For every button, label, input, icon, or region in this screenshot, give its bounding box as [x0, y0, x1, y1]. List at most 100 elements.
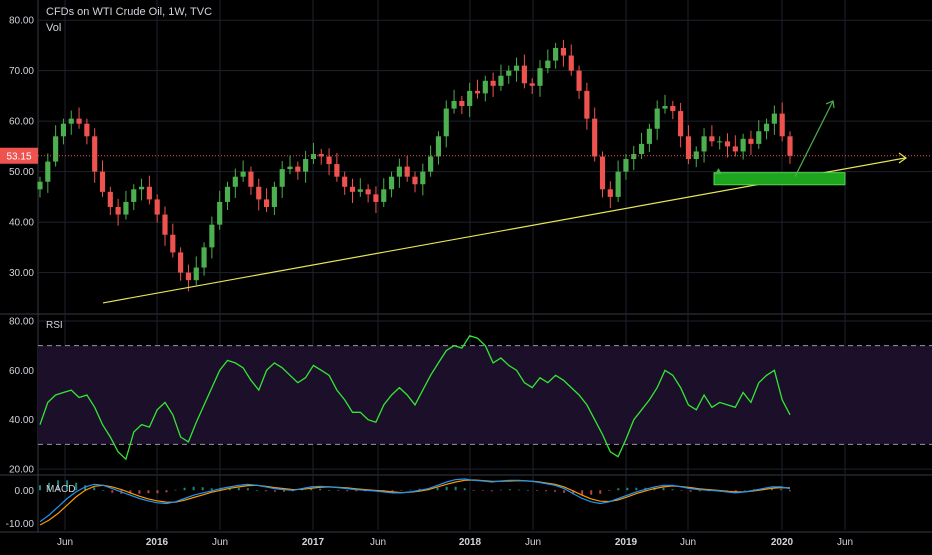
rsi-line: [39, 335, 791, 461]
candle-body: [654, 108, 660, 129]
macd-histogram-bar: [228, 488, 231, 491]
candle-body: [670, 106, 676, 112]
macd-histogram-bar: [698, 490, 701, 492]
candle-body: [545, 60, 551, 69]
rsi-tick-label: 40.00: [9, 415, 34, 426]
macd-histogram-bar: [138, 490, 141, 494]
candle-body: [459, 100, 465, 107]
macd-histogram-bar: [156, 490, 159, 494]
candle-body: [529, 83, 535, 86]
macd-histogram-bar: [626, 487, 629, 491]
macd-histogram-bar: [789, 490, 791, 492]
candle-body: [224, 186, 231, 202]
candle-body: [271, 186, 277, 207]
macd-histogram-bar: [779, 489, 782, 491]
macd-histogram-bar: [581, 490, 584, 496]
candle-body: [37, 181, 43, 190]
price-tick-label: 30.00: [9, 268, 34, 279]
macd-histogram-bar: [689, 490, 692, 492]
x-tick-label: Jun: [212, 537, 228, 548]
macd-histogram-bar: [743, 490, 746, 491]
macd-histogram-bar: [264, 490, 267, 492]
candle-body: [732, 146, 738, 152]
candle-body: [388, 176, 395, 190]
candle-body: [107, 191, 113, 207]
candle-body: [638, 143, 645, 154]
macd-label: MACD: [46, 484, 76, 495]
candle-body: [303, 159, 309, 172]
macd-histogram-bar: [563, 490, 566, 493]
candle-body: [318, 153, 324, 157]
price-tick-label: 60.00: [9, 117, 34, 128]
macd-histogram-bar: [255, 490, 258, 491]
candle-body: [428, 156, 434, 172]
candle-body: [631, 153, 637, 160]
candle-body: [646, 128, 652, 144]
support-zone-box: [713, 172, 846, 186]
candle-body: [717, 141, 723, 143]
rsi-band-layer: [38, 345, 932, 445]
signal-marker: [715, 168, 722, 175]
macd-histogram-bar: [490, 490, 493, 492]
candle-body: [396, 166, 402, 177]
macd-histogram-bar: [617, 488, 620, 491]
candle-body: [662, 106, 668, 109]
candle-body: [412, 176, 418, 185]
macd-histogram-bar: [554, 490, 557, 492]
macd-histogram-bar: [246, 488, 249, 491]
candle-body: [349, 186, 356, 192]
candle-body: [521, 65, 527, 84]
candle-body: [607, 189, 613, 197]
candle-body: [506, 70, 512, 76]
x-tick-label: 2020: [771, 537, 794, 548]
macd-histogram-bar: [355, 490, 358, 492]
candle-body: [451, 100, 457, 109]
macd-histogram-bar: [174, 489, 177, 491]
candle-body: [467, 90, 473, 107]
candle-body: [162, 214, 168, 235]
candle-body: [724, 141, 731, 147]
candle-body: [779, 113, 785, 137]
macd-histogram-bar: [770, 488, 773, 491]
macd-histogram-bar: [517, 489, 520, 491]
candle-body: [256, 186, 262, 200]
macd-histogram-bar: [48, 482, 51, 491]
candle-body: [99, 171, 106, 192]
macd-histogram-bar: [454, 486, 457, 491]
candle-body: [209, 224, 215, 248]
macd-tick-label: 0.00: [15, 486, 35, 497]
macd-histogram-bar: [129, 490, 132, 494]
macd-histogram-bar: [481, 490, 484, 491]
macd-histogram-bar: [183, 487, 186, 491]
macd-layer: [39, 478, 791, 526]
last-price-badge: [0, 147, 38, 164]
macd-histogram-bar: [472, 490, 475, 491]
macd-histogram-bar: [39, 485, 41, 491]
macd-histogram-bar: [391, 490, 394, 492]
candle-body: [756, 131, 762, 144]
candle-body: [287, 166, 293, 170]
macd-histogram-bar: [635, 487, 638, 491]
candle-body: [357, 189, 363, 192]
candle-body: [537, 68, 543, 86]
drawing-layer: [38, 100, 932, 304]
macd-histogram-bar: [734, 490, 737, 492]
rsi-tick-label: 20.00: [9, 465, 34, 476]
projection-arrow: [794, 100, 834, 177]
candle-body: [232, 176, 238, 187]
macd-histogram-bar: [535, 490, 538, 491]
x-tick-label: Jun: [370, 537, 386, 548]
candle-body: [279, 169, 285, 187]
candle-body: [76, 118, 82, 124]
last-price-label: 53.15: [6, 152, 31, 163]
candle-body: [201, 247, 207, 268]
candle-body: [138, 186, 145, 190]
candle-body: [45, 161, 51, 182]
rsi-tick-label: 80.00: [9, 316, 34, 327]
candle-body: [553, 47, 559, 61]
axis-layer: Jun 2016 Jun 2017 Jun 2018 Jun 2019 Jun 2020 Jun 80…: [0, 16, 853, 548]
macd-histogram-bar: [111, 490, 114, 493]
candle-body: [701, 136, 707, 152]
